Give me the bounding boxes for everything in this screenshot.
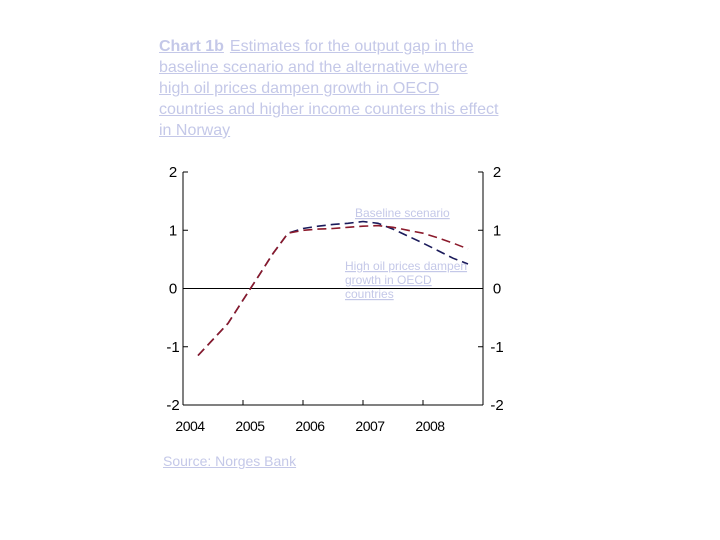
x-tick-label: 2008 xyxy=(415,418,445,434)
source-note: Source: Norges Bank xyxy=(163,453,297,469)
annotation-oil-line: countries xyxy=(345,287,394,301)
y-tick-label-right: 1 xyxy=(493,222,501,239)
x-tick-label: 2006 xyxy=(295,418,325,434)
x-tick-label: 2007 xyxy=(355,418,385,434)
y-tick-label-right: 2 xyxy=(493,164,501,181)
x-tick-label: 2005 xyxy=(235,418,265,434)
y-tick-label-left: -1 xyxy=(166,339,179,356)
y-tick-label-left: 2 xyxy=(169,164,177,181)
y-tick-label-left: 0 xyxy=(169,281,177,298)
chart-series-layer xyxy=(197,220,469,357)
y-tick-label-right: 0 xyxy=(493,281,501,298)
chart-number: Chart 1b xyxy=(159,38,224,55)
chart-title-text: Estimates for the output gap in the base… xyxy=(159,38,499,139)
y-tick-label-left: -2 xyxy=(166,397,179,414)
y-tick-label-right: -1 xyxy=(490,339,503,356)
chart-title: Chart 1b Estimates for the output gap in … xyxy=(159,36,499,141)
annotation-baseline: Baseline scenario xyxy=(355,206,450,220)
x-tick-label: 2004 xyxy=(175,418,205,434)
chart-labels: 2 1 0 -1 -2 2 1 0 -1 -2 2004 2005 2006 2007 2008 Baseli… xyxy=(166,164,503,434)
series-line-1 xyxy=(197,220,469,357)
annotation-oil-line: High oil prices dampen xyxy=(345,259,467,273)
y-tick-label-right: -2 xyxy=(490,397,503,414)
annotation-oil-line: growth in OECD xyxy=(345,273,432,287)
y-tick-label-left: 1 xyxy=(169,222,177,239)
chart-axes xyxy=(182,171,484,406)
